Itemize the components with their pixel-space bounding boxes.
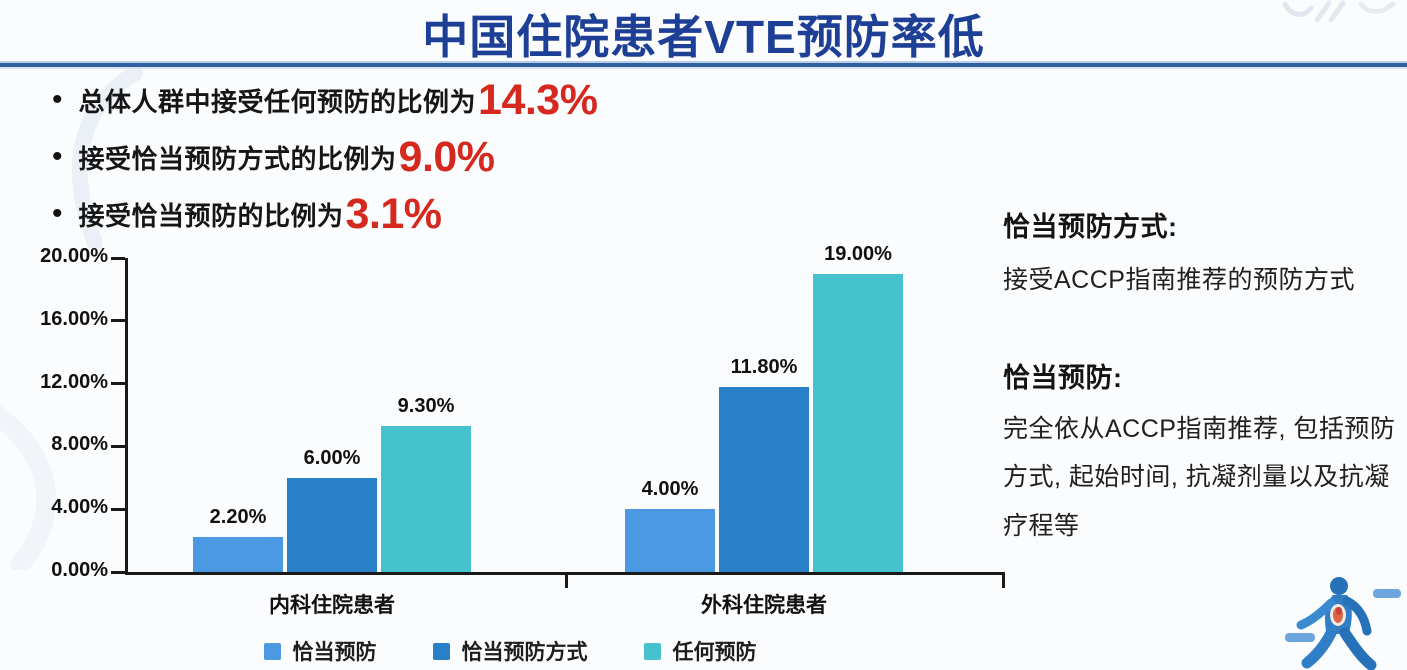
y-axis-tick-label: 0.00% [51, 559, 108, 581]
bar-value-label: 11.80% [730, 355, 798, 378]
title-divider [0, 61, 1407, 69]
y-axis-tick [111, 507, 125, 511]
bullet-icon: • [52, 197, 63, 230]
watermark-swoosh-icon [0, 404, 57, 570]
bullet-value: 3.1% [345, 189, 443, 238]
note-body: 接受ACCP指南推荐的预防方式 [1003, 266, 1355, 294]
bar-group: 2.20% 6.00% 9.30% 内科住院患者 [193, 395, 471, 617]
bullet-text: 总体人群中接受任何预防的比例为 [78, 86, 477, 117]
key-findings-list: • 总体人群中接受任何预防的比例为 14.3% • 接受恰当预防方式的比例为 9… [52, 74, 598, 245]
bar: 4.00% [625, 478, 715, 572]
y-axis-tick-label: 8.00% [51, 433, 108, 456]
x-axis-tick [565, 575, 568, 588]
x-axis-category-label: 外科住院患者 [701, 594, 827, 617]
bar: 19.00% [813, 243, 903, 572]
definitions-panel: 恰当预防方式: 接受ACCP指南推荐的预防方式 恰当预防: 完全依从ACCP指南… [1003, 205, 1401, 550]
x-axis-category-label: 内科住院患者 [269, 594, 395, 617]
y-axis-tick-label: 4.00% [51, 496, 108, 519]
y-axis-tick-label: 20.00% [40, 245, 108, 267]
legend-label: 恰当预防方式 [461, 641, 588, 664]
bar-value-label: 19.00% [824, 242, 892, 265]
y-axis-tick [111, 444, 125, 448]
list-item: • 总体人群中接受任何预防的比例为 14.3% [52, 74, 598, 126]
definition-block: 恰当预防方式: 接受ACCP指南推荐的预防方式 [1003, 205, 1401, 300]
legend-label: 任何预防 [672, 641, 757, 664]
bullet-text: 接受恰当预防的比例为 [78, 200, 344, 231]
legend-swatch-icon [263, 642, 281, 660]
legend-swatch-icon [432, 642, 450, 660]
bullet-text: 接受恰当预防方式的比例为 [78, 143, 397, 174]
y-axis-tick [111, 382, 125, 386]
bullet-icon: • [52, 83, 63, 116]
y-axis-tick [111, 570, 125, 574]
note-heading: 恰当预防方式: [1003, 212, 1178, 242]
runner-figure-icon [1285, 577, 1401, 670]
bar-group: 4.00% 11.80% 19.00% 外科住院患者 [625, 243, 903, 617]
legend-label: 恰当预防 [292, 641, 377, 664]
chart-legend: 恰当预防 恰当预防方式 任何预防 [125, 636, 895, 666]
bar: 6.00% [287, 447, 377, 572]
definition-block: 恰当预防: 完全依从ACCP指南推荐, 包括预防方式, 起始时间, 抗凝剂量以及… [1003, 356, 1401, 550]
list-item: • 接受恰当预防的比例为 3.1% [52, 188, 597, 240]
list-item: • 接受恰当预防方式的比例为 9.0% [52, 131, 597, 183]
bar: 2.20% [193, 506, 283, 572]
y-axis-tick-label: 12.00% [40, 370, 108, 393]
bullet-value: 14.3% [478, 75, 598, 124]
bar-value-label: 9.30% [397, 395, 455, 417]
bar: 11.80% [719, 356, 809, 572]
bullet-value: 9.0% [398, 132, 496, 181]
bar-value-label: 6.00% [303, 446, 361, 469]
bullet-icon: • [52, 140, 63, 173]
legend-item: 任何预防 [643, 636, 757, 666]
bar: 9.30% [381, 395, 471, 572]
bar-value-label: 2.20% [209, 506, 267, 529]
bar-value-label: 4.00% [641, 478, 699, 501]
bar-chart-plot-area: 0.00% 4.00% 8.00% 12.00% 16.00% 20.00% 2.20% 6.… [40, 243, 1005, 617]
note-body: 完全依从ACCP指南推荐, 包括预防方式, 起始时间, 抗凝剂量以及抗凝疗程等 [1003, 415, 1396, 540]
legend-swatch-icon [643, 642, 661, 660]
x-axis-tick [1002, 575, 1005, 588]
y-axis-tick [111, 256, 125, 260]
y-axis-tick-label: 16.00% [40, 307, 108, 330]
page-title: 中国住院患者VTE预防率低 [422, 11, 985, 63]
legend-item: 恰当预防 [263, 636, 377, 666]
legend-item: 恰当预防方式 [432, 636, 588, 666]
y-axis-tick [111, 319, 125, 323]
note-heading: 恰当预防: [1003, 363, 1123, 393]
